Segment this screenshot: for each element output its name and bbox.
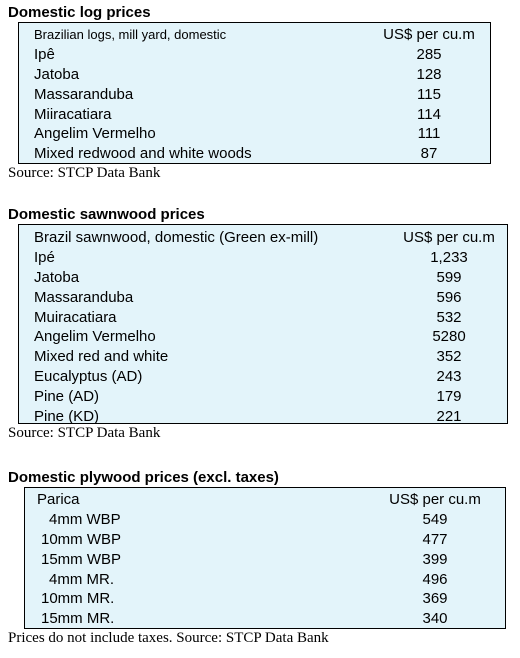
table-row: Muiracatiara 532 xyxy=(34,307,507,327)
table-row: 4mm MR. 496 xyxy=(37,569,505,589)
price-value: 111 xyxy=(417,125,441,143)
product-name: 15mm WBP xyxy=(41,550,122,568)
table-row: Massaranduba 115 xyxy=(34,84,490,104)
product-name: 15mm MR. xyxy=(41,610,115,628)
log-prices-table: Brazilian logs, mill yard, domestic US$ … xyxy=(18,22,491,164)
price-value: 549 xyxy=(422,511,448,529)
price-value: 532 xyxy=(436,308,462,326)
sawnwood-prices-section: Domestic sawnwood prices Brazil sawnwood… xyxy=(8,206,508,442)
species-name: Mixed red and white xyxy=(34,348,169,366)
price-value: 477 xyxy=(422,530,448,548)
table-row: Pine (KD) 221 xyxy=(34,406,507,426)
table-row: Eucalyptus (AD) 243 xyxy=(34,367,507,387)
table-row: Angelim Vermelho 111 xyxy=(34,124,490,144)
product-name: 4mm WBP xyxy=(49,511,121,529)
plywood-prices-section: Domestic plywood prices (excl. taxes) Pa… xyxy=(8,469,506,647)
log-prices-section: Domestic log prices Brazilian logs, mill… xyxy=(8,4,491,182)
table-row: 4mm WBP 549 xyxy=(37,510,505,530)
table-row: Mixed red and white 352 xyxy=(34,347,507,367)
column-header-unit: US$ per cu.m xyxy=(403,229,495,247)
price-value: 115 xyxy=(417,85,441,103)
price-value: 369 xyxy=(422,590,448,608)
table-row: Massaranduba 596 xyxy=(34,287,507,307)
price-value: 243 xyxy=(436,367,462,385)
plywood-prices-heading: Domestic plywood prices (excl. taxes) xyxy=(8,469,279,486)
column-header-unit: US$ per cu.m xyxy=(383,26,475,44)
species-name: Ipé xyxy=(34,249,55,267)
price-value: 352 xyxy=(436,348,462,366)
species-name: Mixed redwood and white woods xyxy=(34,145,252,163)
price-value: 221 xyxy=(436,407,462,425)
product-name: 10mm WBP xyxy=(41,530,122,548)
table-row: Angelim Vermelho 5280 xyxy=(34,327,507,347)
table-row: 15mm MR. 340 xyxy=(37,609,505,629)
species-name: Massaranduba xyxy=(34,288,134,306)
column-header-unit: US$ per cu.m xyxy=(389,491,481,509)
species-name: Miiracatiara xyxy=(34,105,112,123)
price-value: 399 xyxy=(422,550,448,568)
column-header-label: Brazilian logs, mill yard, domestic xyxy=(34,27,227,43)
table-row: 10mm MR. 369 xyxy=(37,589,505,609)
table-header-row: Parica US$ per cu.m xyxy=(37,490,505,510)
price-value: 340 xyxy=(422,610,448,628)
table-header-row: Brazil sawnwood, domestic (Green ex-mill… xyxy=(34,228,507,248)
source-note: Prices do not include taxes. Source: STC… xyxy=(8,630,329,646)
source-note: Source: STCP Data Bank xyxy=(8,165,161,181)
price-value: 5280 xyxy=(432,328,466,346)
species-name: Jatoba xyxy=(34,65,80,83)
sawnwood-prices-table: Brazil sawnwood, domestic (Green ex-mill… xyxy=(18,224,508,426)
table-row: Miiracatiara 114 xyxy=(34,104,490,124)
price-value: 87 xyxy=(420,145,438,163)
table-row: Ipê 285 xyxy=(34,45,490,65)
product-name: 4mm MR. xyxy=(49,570,114,588)
table-row: Jatoba 128 xyxy=(34,65,490,85)
table-row: Pine (AD) 179 xyxy=(34,386,507,406)
price-value: 114 xyxy=(417,105,441,123)
species-name: Jatoba xyxy=(34,268,80,286)
price-value: 285 xyxy=(416,46,442,64)
species-name: Massaranduba xyxy=(34,85,134,103)
species-name: Eucalyptus (AD) xyxy=(34,367,143,385)
sawnwood-prices-heading: Domestic sawnwood prices xyxy=(8,206,205,223)
species-name: Angelim Vermelho xyxy=(34,328,156,346)
species-name: Ipê xyxy=(34,46,55,64)
table-row: 15mm WBP 399 xyxy=(37,549,505,569)
product-name: 10mm MR. xyxy=(41,590,115,608)
table-header-row: Brazilian logs, mill yard, domestic US$ … xyxy=(34,25,490,45)
species-name: Pine (AD) xyxy=(34,387,100,405)
species-name: Pine (KD) xyxy=(34,407,100,425)
price-value: 1,233 xyxy=(430,249,468,267)
price-value: 599 xyxy=(436,268,462,286)
column-header-label: Brazil sawnwood, domestic (Green ex-mill… xyxy=(34,229,319,247)
column-header-label: Parica xyxy=(37,491,80,509)
log-prices-heading: Domestic log prices xyxy=(8,4,151,21)
species-name: Angelim Vermelho xyxy=(34,125,156,143)
price-value: 496 xyxy=(422,570,448,588)
table-row: 10mm WBP 477 xyxy=(37,530,505,550)
plywood-prices-table: Parica US$ per cu.m 4mm WBP 549 10mm WBP… xyxy=(24,487,506,629)
table-row: Ipé 1,233 xyxy=(34,248,507,268)
source-note: Source: STCP Data Bank xyxy=(8,425,161,441)
price-value: 179 xyxy=(436,387,462,405)
price-value: 596 xyxy=(436,288,462,306)
table-row: Jatoba 599 xyxy=(34,268,507,288)
table-row: Mixed redwood and white woods 87 xyxy=(34,144,490,164)
price-value: 128 xyxy=(416,65,442,83)
species-name: Muiracatiara xyxy=(34,308,117,326)
